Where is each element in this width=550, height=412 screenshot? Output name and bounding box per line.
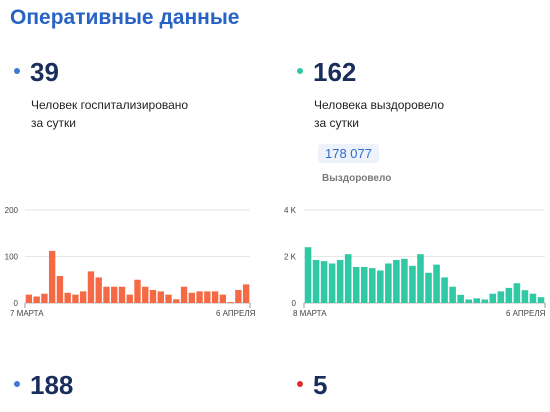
bar <box>433 264 440 303</box>
bar <box>457 294 464 303</box>
x-start-label: 8 МАРТА <box>293 309 327 318</box>
bar <box>320 261 328 303</box>
y-tick-label: 2 K <box>284 253 297 262</box>
y-tick-label: 100 <box>5 253 19 262</box>
recovered-value: 162 <box>313 57 357 87</box>
x-end-label: 6 АПРЕЛЯ <box>506 309 546 318</box>
third-stat-dot-icon <box>14 381 20 387</box>
bar <box>409 265 416 303</box>
hospitalized-label-line2: за сутки <box>31 116 76 130</box>
bar <box>425 272 432 303</box>
bar <box>103 286 110 303</box>
fourth-stat-value: 5 <box>313 370 328 400</box>
bar <box>344 254 352 303</box>
recovered-total-badge: 178 077 <box>318 144 379 163</box>
recovered-bar-chart: 0 2 K 4 K 8 МАРТА 6 АПРЕЛЯ <box>284 206 546 318</box>
y-tick-label: 0 <box>292 299 297 308</box>
bar <box>417 254 424 303</box>
bar <box>180 286 188 303</box>
bar <box>188 292 195 303</box>
bar <box>157 291 164 303</box>
bar <box>126 294 133 303</box>
bar <box>242 284 250 303</box>
recovered-dot-icon <box>297 68 303 74</box>
bar <box>473 298 481 303</box>
bar <box>165 294 172 303</box>
bar <box>537 297 545 303</box>
bar <box>352 266 360 303</box>
hospitalized-dot-icon <box>14 68 20 74</box>
bar <box>441 277 448 303</box>
bar <box>80 291 87 303</box>
bar <box>377 270 384 303</box>
bar <box>385 263 392 303</box>
bar <box>56 276 64 303</box>
bar <box>95 277 102 303</box>
y-tick-label: 4 K <box>284 206 297 215</box>
fourth-stat-dot-icon <box>297 381 303 387</box>
bar <box>227 302 234 303</box>
bar <box>142 286 149 303</box>
bar <box>64 292 71 303</box>
bar <box>449 286 456 303</box>
bar <box>368 268 376 303</box>
bar <box>204 291 211 303</box>
bar <box>513 283 521 303</box>
bar <box>336 259 344 303</box>
bar <box>41 293 48 303</box>
bar <box>235 289 242 303</box>
recovered-label-line1: Человека выздоровело <box>314 98 445 112</box>
x-start-label: 7 МАРТА <box>10 309 44 318</box>
bar <box>111 286 118 303</box>
bar <box>211 291 219 303</box>
hospitalized-bar-chart: 0 100 200 7 МАРТА 6 АПРЕЛЯ <box>5 206 256 318</box>
bar <box>505 287 513 303</box>
x-end-label: 6 АПРЕЛЯ <box>216 309 256 318</box>
bar <box>521 290 529 303</box>
bar <box>393 259 400 303</box>
bar <box>529 293 537 303</box>
bar <box>118 286 126 303</box>
hospitalized-label-line1: Человек госпитализировано <box>31 98 189 112</box>
bar <box>304 247 312 303</box>
recovered-label-line2: за сутки <box>314 116 359 130</box>
bar <box>87 271 95 303</box>
bar <box>497 291 505 303</box>
bar <box>33 296 40 303</box>
bar <box>481 299 489 303</box>
bar <box>196 291 203 303</box>
bar <box>401 258 408 303</box>
bar <box>48 250 56 303</box>
bar <box>173 299 180 303</box>
page-title: Оперативные данные <box>10 6 240 29</box>
third-stat-value: 188 <box>30 370 74 400</box>
bar <box>25 294 33 303</box>
y-tick-label: 0 <box>14 299 19 308</box>
hospitalized-value: 39 <box>30 57 59 87</box>
bar <box>465 299 472 303</box>
bar <box>72 294 79 303</box>
bar <box>149 289 157 303</box>
bar <box>489 293 497 303</box>
bar <box>328 263 336 303</box>
bar <box>312 259 320 303</box>
bar <box>219 294 227 303</box>
bar <box>134 279 141 303</box>
y-tick-label: 200 <box>5 206 19 215</box>
bar <box>360 266 368 303</box>
recovered-total-label: Выздоровело <box>322 173 392 184</box>
